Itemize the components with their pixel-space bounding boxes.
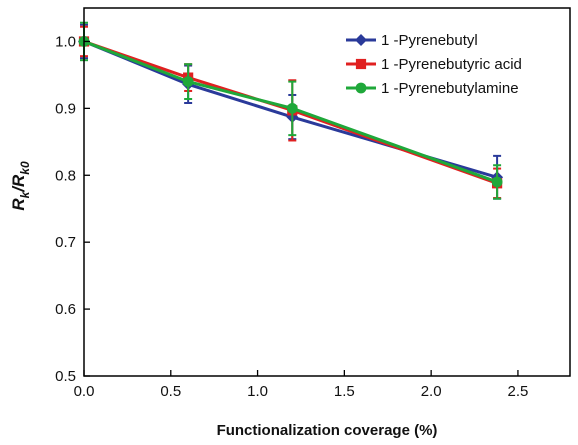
y-tick-label: 0.7 xyxy=(55,234,76,251)
legend-label: 1 -Pyrenebutyl xyxy=(381,32,478,49)
y-label-k0-sub: k0 xyxy=(18,161,32,175)
data-point xyxy=(183,76,194,87)
data-point xyxy=(492,177,503,188)
legend-label: 1 -Pyrenebutyric acid xyxy=(381,56,522,73)
y-tick-label: 0.8 xyxy=(55,167,76,184)
x-axis-label: Functionalization coverage (%) xyxy=(217,422,438,439)
y-axis-label: Rk/Rk0 xyxy=(9,161,32,211)
y-label-slash-r: /R xyxy=(9,174,28,193)
y-label-r: R xyxy=(9,198,28,211)
series-layer xyxy=(78,23,503,199)
y-tick-label: 0.6 xyxy=(55,301,76,318)
y-tick-label: 0.5 xyxy=(55,368,76,385)
legend-swatch-marker xyxy=(355,34,367,46)
x-tick-label: 0.5 xyxy=(160,383,181,400)
legend-item-1: 1 -Pyrenebutyl xyxy=(346,32,478,49)
y-tick-label: 0.9 xyxy=(55,100,76,117)
x-tick-label: 0.0 xyxy=(74,383,95,400)
legend-swatch-marker xyxy=(356,59,366,69)
x-tick-label: 1.5 xyxy=(334,383,355,400)
series-3 xyxy=(79,23,503,199)
legend-label: 1 -Pyrenebutylamine xyxy=(381,80,519,97)
x-tick-label: 2.0 xyxy=(421,383,442,400)
y-tick-label: 1.0 xyxy=(55,33,76,50)
legend: 1 -Pyrenebutyl 1 -Pyrenebutyric acid 1 -Py… xyxy=(346,32,522,97)
legend-item-3: 1 -Pyrenebutylamine xyxy=(346,80,519,97)
legend-item-2: 1 -Pyrenebutyric acid xyxy=(346,56,522,73)
legend-swatch-marker xyxy=(356,83,367,94)
x-tick-label: 1.0 xyxy=(247,383,268,400)
x-tick-label: 2.5 xyxy=(507,383,528,400)
data-point xyxy=(287,103,298,114)
